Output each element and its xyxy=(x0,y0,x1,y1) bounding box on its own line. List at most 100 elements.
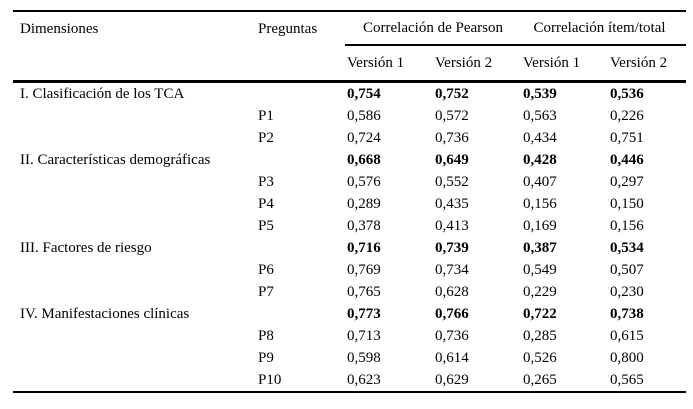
value-itemtotal-v1: 0,156 xyxy=(523,195,557,212)
value-itemtotal-v1: 0,563 xyxy=(523,107,557,124)
correlation-table: Dimensiones Preguntas Correlación de Pea… xyxy=(13,10,687,393)
value-itemtotal-v1: 0,434 xyxy=(523,129,557,146)
table-row-dimension-1: I. Clasificación de los TCA 0,754 0,752 … xyxy=(13,80,687,105)
question-label: P10 xyxy=(258,371,282,388)
value-pearson-v2: 0,766 xyxy=(435,305,469,322)
value-itemtotal-v2: 0,751 xyxy=(610,129,644,146)
value-pearson-v1: 0,668 xyxy=(347,151,381,168)
table-row-dimension-3: III. Factores de riesgo 0,716 0,739 0,38… xyxy=(13,237,686,259)
value-pearson-v1: 0,713 xyxy=(347,327,381,344)
table-row-dimension-2: II. Características demográficas 0,668 0… xyxy=(13,149,686,171)
value-itemtotal-v1: 0,407 xyxy=(523,173,557,190)
dimension-label xyxy=(13,259,258,281)
table-row-p4: P4 0,289 0,435 0,156 0,150 xyxy=(13,193,686,215)
question-label: P3 xyxy=(258,173,274,190)
value-itemtotal-v2: 0,507 xyxy=(610,261,644,278)
question-label: P9 xyxy=(258,349,274,366)
value-itemtotal-v2: 0,230 xyxy=(610,283,644,300)
value-pearson-v2: 0,614 xyxy=(435,349,469,366)
table-row-p2: P2 0,724 0,736 0,434 0,751 xyxy=(13,127,686,149)
table-row-p8: P8 0,713 0,736 0,285 0,615 xyxy=(13,325,686,347)
table-row-p1: P1 0,586 0,572 0,563 0,226 xyxy=(13,105,686,127)
value-pearson-v2: 0,552 xyxy=(435,173,469,190)
header-row-versions: Versión 1 Versión 2 Versión 1 Versión 2 xyxy=(13,45,686,82)
column-group-item-total: Correlación ítem/total xyxy=(521,11,687,46)
column-header-dimensiones: Dimensiones xyxy=(20,21,99,37)
question-label: P7 xyxy=(258,283,274,300)
table-row-p3: P3 0,576 0,552 0,407 0,297 xyxy=(13,171,686,193)
table-header: Dimensiones Preguntas Correlación de Pea… xyxy=(13,11,687,82)
value-pearson-v2: 0,572 xyxy=(435,107,469,124)
question-label xyxy=(258,149,345,171)
value-pearson-v1: 0,724 xyxy=(347,129,381,146)
table-row-dimension-4: IV. Manifestaciones clínicas 0,773 0,766… xyxy=(13,303,686,325)
value-itemtotal-v2: 0,156 xyxy=(610,217,644,234)
value-pearson-v2: 0,736 xyxy=(435,129,469,146)
question-label: P1 xyxy=(258,107,274,124)
subheader-itemtotal-v1: Versión 1 xyxy=(523,54,581,71)
value-itemtotal-v1: 0,387 xyxy=(523,239,557,256)
dimension-label: IV. Manifestaciones clínicas xyxy=(20,305,190,322)
value-pearson-v2: 0,435 xyxy=(435,195,469,212)
value-itemtotal-v2: 0,800 xyxy=(610,349,644,366)
question-label xyxy=(258,237,345,259)
value-itemtotal-v2: 0,738 xyxy=(610,305,644,322)
value-itemtotal-v2: 0,536 xyxy=(608,80,687,105)
value-itemtotal-v1: 0,722 xyxy=(523,305,557,322)
value-itemtotal-v2: 0,565 xyxy=(610,371,644,388)
dimension-label xyxy=(13,369,258,392)
value-pearson-v1: 0,289 xyxy=(347,195,381,212)
table-row-p5: P5 0,378 0,413 0,169 0,156 xyxy=(13,215,686,237)
table-row-p6: P6 0,769 0,734 0,549 0,507 xyxy=(13,259,686,281)
question-label: P6 xyxy=(258,261,274,278)
value-itemtotal-v2: 0,297 xyxy=(610,173,644,190)
value-itemtotal-v1: 0,539 xyxy=(521,80,609,105)
value-pearson-v1: 0,598 xyxy=(347,349,381,366)
value-pearson-v2: 0,739 xyxy=(435,239,469,256)
value-itemtotal-v2: 0,534 xyxy=(610,239,644,256)
dimension-label xyxy=(13,193,258,215)
value-itemtotal-v2: 0,446 xyxy=(610,151,644,168)
value-pearson-v1: 0,586 xyxy=(347,107,381,124)
dimension-label xyxy=(13,281,258,303)
value-pearson-v2: 0,752 xyxy=(433,80,522,105)
value-pearson-v1: 0,716 xyxy=(347,239,381,256)
dimension-label xyxy=(13,171,258,193)
header-row-groups: Dimensiones Preguntas Correlación de Pea… xyxy=(13,11,687,46)
dimension-label xyxy=(13,325,258,347)
value-itemtotal-v1: 0,265 xyxy=(523,371,557,388)
column-header-preguntas: Preguntas xyxy=(258,21,318,37)
value-pearson-v1: 0,765 xyxy=(347,283,381,300)
value-itemtotal-v1: 0,526 xyxy=(523,349,557,366)
table-row-p9: P9 0,598 0,614 0,526 0,800 xyxy=(13,347,686,369)
value-pearson-v1: 0,769 xyxy=(347,261,381,278)
value-pearson-v1: 0,623 xyxy=(347,371,381,388)
column-group-pearson: Correlación de Pearson xyxy=(345,11,522,46)
dimension-label xyxy=(13,215,258,237)
question-label: P5 xyxy=(258,217,274,234)
question-label xyxy=(258,303,345,325)
value-pearson-v2: 0,649 xyxy=(435,151,469,168)
table-row-p7: P7 0,765 0,628 0,229 0,230 xyxy=(13,281,686,303)
question-label: P4 xyxy=(258,195,274,212)
subheader-itemtotal-v2: Versión 2 xyxy=(610,54,668,71)
table-body: I. Clasificación de los TCA 0,754 0,752 … xyxy=(13,80,687,393)
question-label: P2 xyxy=(258,129,274,146)
value-pearson-v2: 0,734 xyxy=(435,261,469,278)
subheader-pearson-v1: Versión 1 xyxy=(347,54,405,71)
value-pearson-v1: 0,378 xyxy=(347,217,381,234)
value-pearson-v2: 0,629 xyxy=(435,371,469,388)
table-row-p10: P10 0,623 0,629 0,265 0,565 xyxy=(13,369,686,392)
question-label xyxy=(258,80,345,105)
dimension-label xyxy=(13,127,258,149)
dimension-label: II. Características demográficas xyxy=(20,151,211,168)
value-pearson-v2: 0,736 xyxy=(435,327,469,344)
value-itemtotal-v1: 0,285 xyxy=(523,327,557,344)
question-label: P8 xyxy=(258,327,274,344)
dimension-label: I. Clasificación de los TCA xyxy=(13,80,258,105)
value-itemtotal-v1: 0,428 xyxy=(523,151,557,168)
value-itemtotal-v2: 0,226 xyxy=(610,107,644,124)
value-pearson-v2: 0,413 xyxy=(435,217,469,234)
value-itemtotal-v1: 0,169 xyxy=(523,217,557,234)
